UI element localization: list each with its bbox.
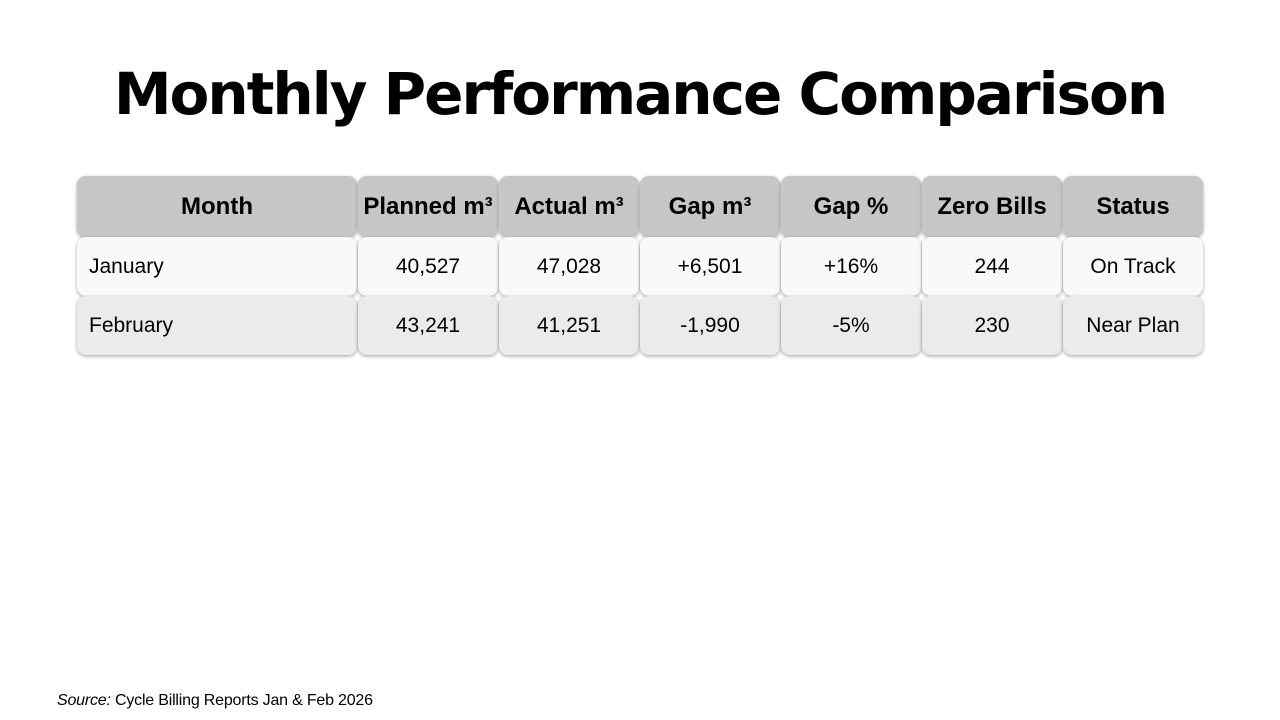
- cell-actual: 41,251: [499, 296, 639, 355]
- source-note: Source: Cycle Billing Reports Jan & Feb …: [57, 690, 373, 712]
- cell-status: On Track: [1063, 237, 1203, 296]
- source-text: Cycle Billing Reports Jan & Feb 2026: [115, 692, 373, 709]
- header-gap-m3: Gap m³: [640, 176, 780, 237]
- cell-gap-percent: +16%: [781, 237, 921, 296]
- cell-gap-percent: -5%: [781, 296, 921, 355]
- header-zero-bills: Zero Bills: [922, 176, 1062, 237]
- header-status: Status: [1063, 176, 1203, 237]
- cell-gap-m3: -1,990: [640, 296, 780, 355]
- cell-actual: 47,028: [499, 237, 639, 296]
- header-actual: Actual m³: [499, 176, 639, 237]
- table-row: January 40,527 47,028 +6,501 +16% 244 On…: [77, 237, 1203, 296]
- cell-month: January: [77, 237, 357, 296]
- cell-zero-bills: 230: [922, 296, 1062, 355]
- cell-gap-m3: +6,501: [640, 237, 780, 296]
- cell-planned: 43,241: [358, 296, 498, 355]
- table-header-row: Month Planned m³ Actual m³ Gap m³ Gap % …: [77, 176, 1203, 237]
- performance-table: Month Planned m³ Actual m³ Gap m³ Gap % …: [77, 176, 1203, 355]
- header-month: Month: [77, 176, 357, 237]
- slide-title: Monthly Performance Comparison: [113, 60, 1168, 128]
- source-label: Source:: [57, 692, 111, 709]
- cell-status: Near Plan: [1063, 296, 1203, 355]
- cell-zero-bills: 244: [922, 237, 1062, 296]
- table-row: February 43,241 41,251 -1,990 -5% 230 Ne…: [77, 296, 1203, 355]
- header-gap-percent: Gap %: [781, 176, 921, 237]
- header-planned: Planned m³: [358, 176, 498, 237]
- cell-month: February: [77, 296, 357, 355]
- cell-planned: 40,527: [358, 237, 498, 296]
